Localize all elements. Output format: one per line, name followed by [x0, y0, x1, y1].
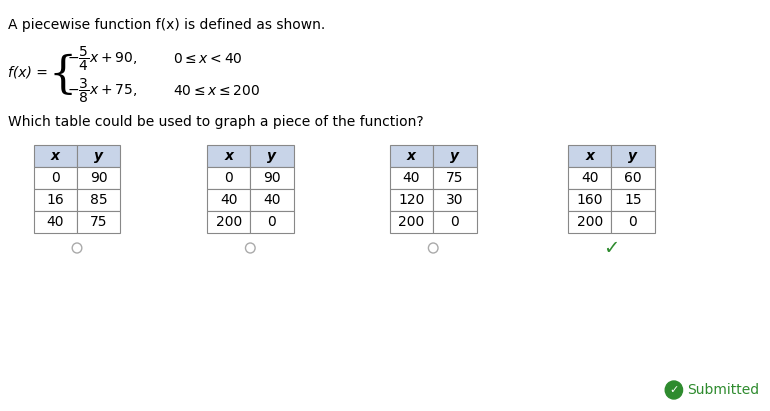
Bar — [434, 167, 477, 189]
Bar — [207, 189, 250, 211]
Text: A piecewise function f(x) is defined as shown.: A piecewise function f(x) is defined as … — [8, 18, 325, 32]
Text: 30: 30 — [446, 193, 464, 207]
Bar — [390, 167, 434, 189]
Text: 40: 40 — [47, 215, 64, 229]
Bar — [77, 189, 120, 211]
Text: 40: 40 — [220, 193, 237, 207]
Bar — [77, 211, 120, 233]
Bar — [207, 145, 250, 167]
Bar — [568, 211, 611, 233]
Text: x: x — [51, 149, 60, 163]
Text: 40: 40 — [403, 171, 420, 185]
Bar — [34, 211, 77, 233]
Text: 160: 160 — [577, 193, 603, 207]
Text: 90: 90 — [263, 171, 281, 185]
Text: y: y — [628, 149, 638, 163]
Text: x: x — [224, 149, 233, 163]
Text: 15: 15 — [624, 193, 641, 207]
Text: $-\dfrac{5}{4}x + 90,$: $-\dfrac{5}{4}x + 90,$ — [68, 45, 138, 73]
Text: ✓: ✓ — [669, 385, 678, 395]
Text: 16: 16 — [46, 193, 64, 207]
Bar — [568, 189, 611, 211]
Text: 0: 0 — [51, 171, 60, 185]
Bar — [434, 145, 477, 167]
Bar — [250, 167, 293, 189]
Bar — [34, 145, 77, 167]
Bar — [207, 167, 250, 189]
Bar — [250, 211, 293, 233]
Text: 0: 0 — [268, 215, 276, 229]
Text: 0: 0 — [450, 215, 459, 229]
Text: ✓: ✓ — [603, 238, 620, 258]
Text: 60: 60 — [624, 171, 641, 185]
Bar — [250, 145, 293, 167]
Text: 90: 90 — [90, 171, 108, 185]
Bar — [611, 145, 654, 167]
Bar — [34, 189, 77, 211]
Text: 200: 200 — [577, 215, 603, 229]
Text: Submitted: Submitted — [688, 383, 759, 397]
Text: 75: 75 — [90, 215, 108, 229]
Bar — [77, 145, 120, 167]
Text: 40: 40 — [581, 171, 598, 185]
Text: 200: 200 — [398, 215, 425, 229]
Bar — [77, 167, 120, 189]
Text: 75: 75 — [446, 171, 464, 185]
Bar — [568, 167, 611, 189]
Text: 0: 0 — [628, 215, 638, 229]
Text: Which table could be used to graph a piece of the function?: Which table could be used to graph a pie… — [8, 115, 424, 129]
Bar — [390, 189, 434, 211]
Text: f(x) =: f(x) = — [8, 66, 52, 80]
Text: x: x — [407, 149, 416, 163]
Text: 85: 85 — [90, 193, 108, 207]
Text: $0 \leq x < 40$: $0 \leq x < 40$ — [173, 52, 243, 66]
Bar — [34, 167, 77, 189]
Bar — [390, 211, 434, 233]
Circle shape — [665, 381, 682, 399]
Bar — [434, 211, 477, 233]
Bar — [611, 189, 654, 211]
Text: 40: 40 — [263, 193, 281, 207]
Bar — [250, 189, 293, 211]
Text: $40 \leq x \leq 200$: $40 \leq x \leq 200$ — [173, 84, 261, 98]
Bar — [207, 211, 250, 233]
Text: 120: 120 — [398, 193, 425, 207]
Text: x: x — [585, 149, 594, 163]
Text: 0: 0 — [224, 171, 233, 185]
Bar — [611, 211, 654, 233]
Text: 200: 200 — [216, 215, 242, 229]
Text: y: y — [450, 149, 460, 163]
Text: y: y — [267, 149, 276, 163]
Bar — [568, 145, 611, 167]
Text: {: { — [49, 53, 76, 97]
Bar — [434, 189, 477, 211]
Text: $-\dfrac{3}{8}x + 75,$: $-\dfrac{3}{8}x + 75,$ — [68, 77, 138, 105]
Bar — [390, 145, 434, 167]
Bar — [611, 167, 654, 189]
Text: y: y — [94, 149, 103, 163]
